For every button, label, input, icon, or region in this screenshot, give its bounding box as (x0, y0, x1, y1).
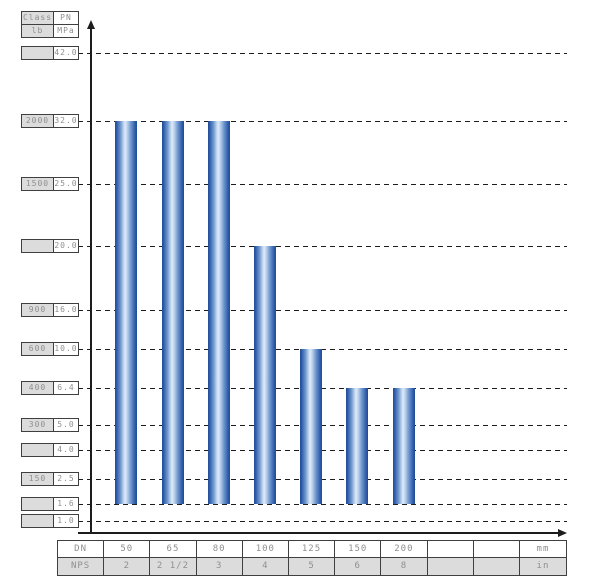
nps-value-3: 3 (196, 558, 243, 575)
y-gridline-10.0 (78, 349, 567, 350)
dn-value-50: 50 (104, 541, 151, 558)
bar-dn-200 (392, 388, 415, 504)
pn-value-cell: 1.6 (54, 498, 78, 510)
pn-value-cell: 32.0 (54, 115, 78, 127)
dn-row-header: DN (58, 541, 105, 558)
class-value-cell: 1500 (22, 178, 54, 190)
bar-dn-50 (115, 121, 138, 504)
legend-mpa-label: MPa (54, 25, 78, 37)
x-axis-line (78, 532, 559, 534)
y-tick-label-4.0: 4.0 (21, 443, 79, 457)
y-tick-label-32.0: 2000 32.0 (21, 114, 79, 128)
y-tick-label-6.4: 400 6.4 (21, 381, 79, 395)
class-value-cell: 400 (22, 382, 54, 394)
y-gridline-42.0 (78, 53, 567, 54)
empty-size-cell (427, 558, 474, 575)
class-value-cell: 2000 (22, 115, 54, 127)
dn-value-200: 200 (381, 541, 428, 558)
class-value-cell (22, 498, 54, 510)
legend-class-label: Class (22, 12, 54, 24)
dn-value-100: 100 (242, 541, 289, 558)
bar-dn-125 (300, 349, 323, 504)
dn-value-80: 80 (196, 541, 243, 558)
y-tick-label-2.5: 150 2.5 (21, 472, 79, 486)
pn-value-cell: 1.0 (54, 515, 78, 527)
bar-dn-80 (207, 121, 230, 504)
class-value-cell (22, 47, 54, 59)
y-tick-label-1.0: 1.0 (21, 514, 79, 528)
y-tick-label-42.0: 42.0 (21, 46, 79, 60)
y-tick-label-10.0: 600 10.0 (21, 342, 79, 356)
pn-value-cell: 10.0 (54, 343, 78, 355)
legend-pn-label: PN (54, 12, 78, 24)
y-tick-label-1.6: 1.6 (21, 497, 79, 511)
pn-value-cell: 4.0 (54, 444, 78, 456)
y-tick-label-25.0: 1500 25.0 (21, 177, 79, 191)
y-gridline-1.0 (78, 521, 567, 522)
nps-value-5: 5 (288, 558, 336, 575)
y-axis-line (90, 28, 92, 534)
dn-value-125: 125 (288, 541, 336, 558)
y-gridline-2.5 (78, 479, 567, 480)
pn-value-cell: 6.4 (54, 382, 78, 394)
empty-size-cell (473, 558, 520, 575)
legend-lb-label: lb (22, 25, 54, 37)
y-axis-arrowhead-icon (87, 20, 95, 29)
nps-value-8: 8 (381, 558, 428, 575)
bar-dn-150 (346, 388, 369, 504)
pn-value-cell: 25.0 (54, 178, 78, 190)
x-axis-arrowhead-icon (558, 529, 567, 537)
unit-in-cell: in (519, 558, 567, 575)
class-value-cell: 150 (22, 473, 54, 485)
empty-size-cell (473, 541, 520, 558)
bar-dn-100 (253, 246, 276, 504)
class-value-cell: 600 (22, 343, 54, 355)
y-gridline-25.0 (78, 184, 567, 185)
y-gridline-16.0 (78, 310, 567, 311)
x-axis-size-table: DN 50 65 80 100 125 150 200 mm NPS 2 2 1/2 3 4 5 6 8 in (57, 540, 568, 576)
legend-units-row-1: Class PN (21, 11, 79, 25)
dn-value-150: 150 (335, 541, 382, 558)
y-gridline-1.6 (78, 504, 567, 505)
pn-value-cell: 42.0 (54, 47, 78, 59)
empty-size-cell (427, 541, 474, 558)
legend-units-row-2: lb MPa (21, 24, 79, 38)
class-value-cell (22, 240, 54, 252)
y-gridline-32.0 (78, 121, 567, 122)
nps-value-2-1-2: 2 1/2 (150, 558, 197, 575)
nps-row-header: NPS (58, 558, 105, 575)
nps-value-6: 6 (335, 558, 382, 575)
pn-value-cell: 20.0 (54, 240, 78, 252)
unit-mm-cell: mm (519, 541, 567, 558)
y-gridline-4.0 (78, 450, 567, 451)
y-gridline-5.0 (78, 425, 567, 426)
pn-value-cell: 16.0 (54, 304, 78, 316)
class-value-cell (22, 444, 54, 456)
y-tick-label-20.0: 20.0 (21, 239, 79, 253)
y-gridline-20.0 (78, 246, 567, 247)
bar-dn-65 (161, 121, 184, 504)
pn-value-cell: 5.0 (54, 419, 78, 431)
y-tick-label-16.0: 900 16.0 (21, 303, 79, 317)
class-value-cell: 300 (22, 419, 54, 431)
y-tick-label-5.0: 300 5.0 (21, 418, 79, 432)
y-gridline-6.4 (78, 388, 567, 389)
class-value-cell (22, 515, 54, 527)
dn-value-65: 65 (150, 541, 197, 558)
nps-value-4: 4 (242, 558, 289, 575)
class-value-cell: 900 (22, 304, 54, 316)
nps-value-2: 2 (104, 558, 151, 575)
pn-value-cell: 2.5 (54, 473, 78, 485)
